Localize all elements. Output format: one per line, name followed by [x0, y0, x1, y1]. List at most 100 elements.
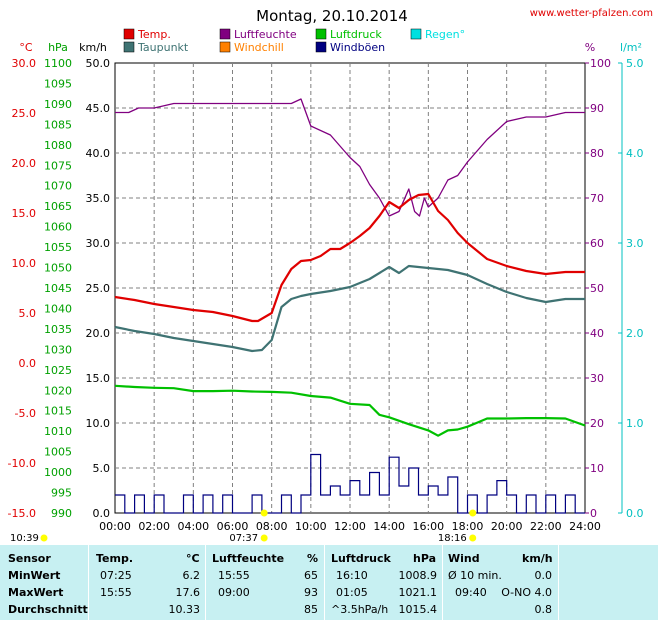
pressure-tick-label: 1060	[44, 221, 72, 234]
temp-tick-label: -15.0	[8, 507, 36, 520]
time-tick-label: 10:00	[295, 520, 327, 533]
wind-tick-label: 40.0	[86, 147, 111, 160]
pressure-tick-label: 1010	[44, 425, 72, 438]
row-cell: 65	[304, 569, 318, 582]
series-line-luftdruck	[114, 384, 586, 437]
wind-tick-label: 5.0	[93, 462, 111, 475]
legend-swatch	[410, 28, 422, 40]
legend-label: Windböen	[330, 41, 385, 54]
pressure-tick-label: 1095	[44, 77, 72, 90]
rain-tick-label: 0.0	[626, 507, 644, 520]
pressure-tick-label: 1065	[44, 200, 72, 213]
wind-tick-label: 35.0	[86, 192, 111, 205]
legend-swatch	[219, 28, 231, 40]
legend-swatch	[123, 28, 135, 40]
header-wind-unit: km/h	[522, 552, 553, 565]
pressure-unit-label: hPa	[48, 41, 68, 54]
rain-unit-label: l/m²	[620, 41, 642, 54]
temp-tick-label: -10.0	[8, 457, 36, 470]
humidity-tick-label: 70	[590, 192, 604, 205]
time-tick-label: 20:00	[491, 520, 523, 533]
daylight-dot	[40, 534, 48, 542]
sun-markers: 07:37 18:16 10:39	[10, 509, 477, 544]
row-cell: 15:55	[100, 586, 132, 599]
row-cell: Ø 10 min.	[448, 569, 502, 582]
stats-table: Sensor Temp. °C Luftfeuchte % Luftdruck …	[0, 545, 658, 620]
row-cell: 16:10	[336, 569, 368, 582]
pressure-tick-label: 1085	[44, 118, 72, 131]
temp-unit-label: °C	[19, 41, 33, 54]
time-tick-label: 12:00	[334, 520, 366, 533]
time-tick-label: 14:00	[373, 520, 405, 533]
legend-swatch	[219, 41, 231, 53]
series-line-temp	[114, 192, 585, 323]
pressure-tick-label: 1090	[44, 98, 72, 111]
series-lines	[114, 98, 586, 514]
pressure-tick-label: 1015	[44, 405, 72, 418]
row-cell: 93	[304, 586, 318, 599]
time-tick-label: 04:00	[177, 520, 209, 533]
row-label: Durchschnitt	[8, 603, 88, 616]
site-url: www.wetter-pfalzen.com	[530, 8, 653, 19]
humidity-tick-label: 50	[590, 282, 604, 295]
legend-label: Temp.	[137, 28, 171, 41]
temp-tick-label: 20.0	[12, 157, 37, 170]
humidity-tick-label: 40	[590, 327, 604, 340]
pressure-tick-label: 1035	[44, 323, 72, 336]
series-line-luftfeuchte	[115, 98, 585, 217]
wind-unit-label: km/h	[79, 41, 107, 54]
sunset-label: 18:16	[438, 533, 467, 544]
header-humidity: Luftfeuchte	[212, 552, 285, 565]
wind-tick-label: 10.0	[86, 417, 111, 430]
wind-tick-label: 0.0	[93, 507, 111, 520]
row-cell: 01:05	[336, 586, 368, 599]
row-cell: 0.0	[534, 569, 553, 582]
legend-label: Regen°	[425, 28, 465, 41]
wind-tick-label: 25.0	[86, 282, 111, 295]
legend-label: Taupunkt	[137, 41, 189, 54]
sunrise-label: 07:37	[229, 533, 258, 544]
row-cell: 1021.1	[398, 586, 438, 599]
pressure-tick-label: 1030	[44, 343, 72, 356]
wind-tick-label: 50.0	[86, 57, 111, 70]
pressure-tick-label: 1070	[44, 180, 72, 193]
row-cell: 0.8	[534, 603, 553, 616]
pressure-tick-label: 1050	[44, 262, 72, 275]
pressure-tick-label: 1040	[44, 302, 72, 315]
pressure-tick-label: 1080	[44, 139, 72, 152]
row-cell: 09:00	[218, 586, 250, 599]
time-tick-label: 18:00	[452, 520, 484, 533]
humidity-tick-label: 30	[590, 372, 604, 385]
temp-tick-label: 10.0	[12, 257, 37, 270]
sunrise-marker-axis	[260, 509, 268, 517]
humidity-tick-label: 10	[590, 462, 604, 475]
humidity-tick-label: 60	[590, 237, 604, 250]
legend-label: Windchill	[234, 41, 284, 54]
series-line-windboeen	[115, 453, 585, 514]
sunrise-marker	[260, 534, 268, 542]
temp-tick-label: 25.0	[12, 107, 37, 120]
legend-swatch	[315, 41, 327, 53]
row-cell: 10.33	[168, 603, 201, 616]
header-wind: Wind	[448, 552, 480, 565]
temp-tick-label: 15.0	[12, 207, 37, 220]
temp-tick-label: 30.0	[12, 57, 37, 70]
time-tick-label: 00:00	[99, 520, 131, 533]
axis-ticks: 30.0 25.0 20.0 15.0 10.0 5.0 0.0 -5.0 -10.0 -15.0…	[8, 57, 644, 533]
pressure-tick-label: 1025	[44, 364, 72, 377]
series-line-taupunkt	[114, 264, 585, 353]
pressure-tick-label: 1100	[44, 57, 72, 70]
pressure-tick-label: 990	[51, 507, 72, 520]
temp-tick-label: -5.0	[15, 407, 36, 420]
sunset-marker-axis	[469, 509, 477, 517]
row-cell: 1008.9	[398, 569, 438, 582]
pressure-tick-label: 1045	[44, 282, 72, 295]
header-pressure-unit: hPa	[413, 552, 437, 565]
axis-units: °C hPa km/h% l/m²	[19, 41, 642, 54]
row-cell: 07:25	[100, 569, 132, 582]
wind-tick-label: 30.0	[86, 237, 111, 250]
time-tick-label: 16:00	[412, 520, 444, 533]
humidity-tick-label: 80	[590, 147, 604, 160]
humidity-unit-label: %	[585, 41, 595, 54]
